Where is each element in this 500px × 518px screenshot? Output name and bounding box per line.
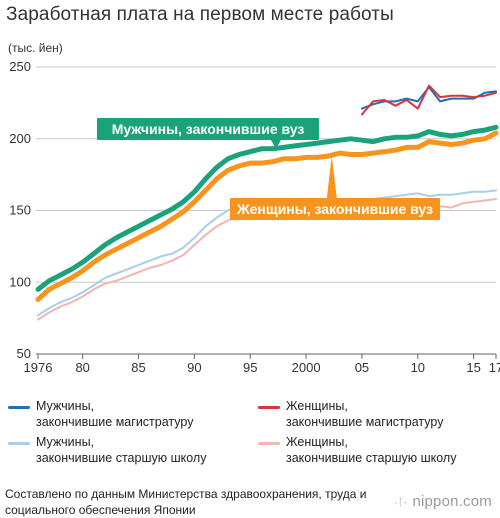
- legend-swatch: [258, 442, 280, 445]
- logo-dots-icon: ·⁞·: [393, 495, 409, 509]
- x-tick-label: 95: [243, 360, 257, 375]
- x-tick-label: 15: [466, 360, 480, 375]
- legend-label: Женщины, закончившие старшую школу: [286, 434, 496, 466]
- legend-label: Женщины, закончившие магистратуру: [286, 398, 496, 430]
- x-tick-label: 17: [489, 360, 500, 375]
- y-tick-label: 50: [17, 346, 31, 361]
- legend-label-line: закончившие старшую школу: [286, 451, 457, 465]
- y-tick-label: 250: [9, 59, 31, 74]
- legend-label-line: закончившие старшую школу: [36, 451, 207, 465]
- callout-pointer: [326, 155, 337, 198]
- y-tick-label: 100: [9, 274, 31, 289]
- callout-label: Женщины, закончившие вуз: [236, 201, 433, 217]
- logo-text: nippon.com: [412, 493, 492, 510]
- x-tick-label: 05: [355, 360, 369, 375]
- legend-label-line: Мужчины,: [36, 435, 95, 449]
- legend-swatch: [8, 406, 30, 409]
- legend-label-line: Женщины,: [286, 435, 348, 449]
- callout-box: [97, 118, 319, 140]
- legend-swatch: [258, 406, 280, 409]
- y-tick-label: 200: [9, 131, 31, 146]
- legend-swatch: [8, 442, 30, 445]
- legend-label-line: Женщины,: [286, 399, 348, 413]
- series-line: [361, 86, 497, 110]
- legend-label-line: закончившие магистратуру: [36, 415, 194, 429]
- x-tick-label: 2000: [292, 360, 321, 375]
- x-tick-label: 90: [187, 360, 201, 375]
- legend-label: Мужчины, закончившие магистратуру: [36, 398, 246, 430]
- series-line: [35, 130, 499, 302]
- x-tick-label: 1976: [24, 360, 53, 375]
- line-chart: 50 100 150 200 250 1976 80 85 90 95 2000 05 10 15 17 Му…: [9, 59, 500, 375]
- y-axis-unit: (тыс. йен): [8, 41, 63, 55]
- callout-label: Мужчины, закончившие вуз: [112, 121, 305, 137]
- callout-box: [230, 198, 440, 220]
- series-line: [35, 124, 499, 292]
- y-tick-label: 150: [9, 203, 31, 218]
- x-tick-label: 80: [75, 360, 89, 375]
- legend-label: Мужчины, закончившие старшую школу: [36, 434, 246, 466]
- nippon-logo: ·⁞· nippon.com: [394, 493, 492, 510]
- legend-label-line: Мужчины,: [36, 399, 95, 413]
- legend: Мужчины, закончившие магистратуру Женщины…: [0, 392, 500, 472]
- x-tick-label: 10: [411, 360, 425, 375]
- x-tick-label: 85: [131, 360, 145, 375]
- chart-title: Заработная плата на первом месте работы: [6, 4, 394, 25]
- callout-pointer: [270, 140, 281, 149]
- source-note: Составлено по данным Министерства здраво…: [5, 487, 367, 517]
- legend-label-line: закончившие магистратуру: [286, 415, 444, 429]
- series-line: [361, 84, 497, 116]
